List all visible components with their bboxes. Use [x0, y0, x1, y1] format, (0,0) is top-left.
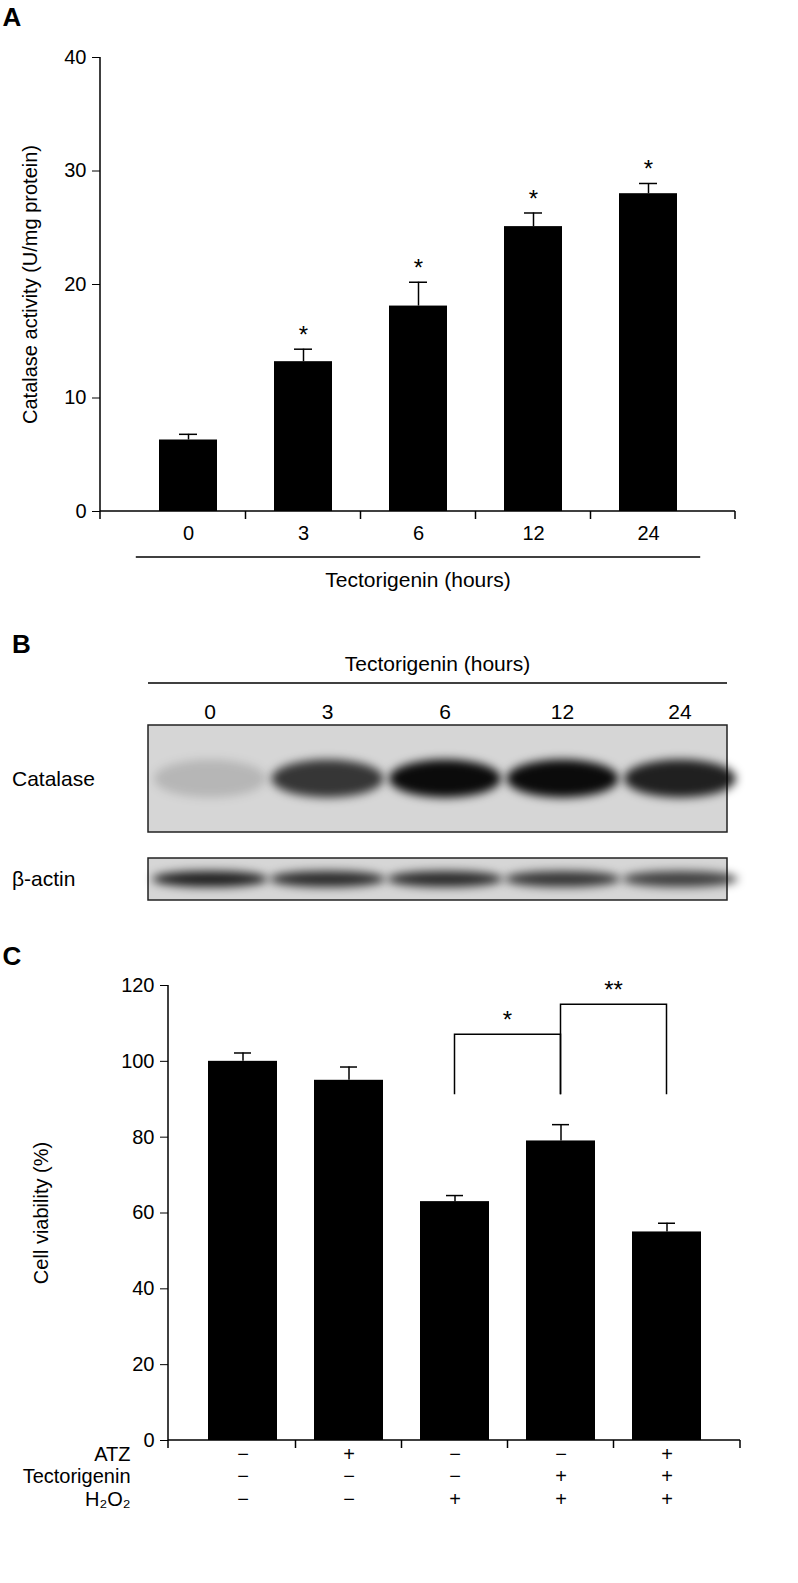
svg-text:10: 10 — [64, 386, 86, 408]
svg-text:C: C — [3, 941, 22, 971]
svg-text:H₂O₂: H₂O₂ — [85, 1488, 131, 1510]
svg-text:24: 24 — [637, 522, 659, 544]
svg-text:6: 6 — [439, 700, 451, 723]
svg-text:0: 0 — [143, 1429, 154, 1451]
svg-text:0: 0 — [183, 522, 194, 544]
svg-text:−: − — [237, 1443, 249, 1465]
svg-text:−: − — [343, 1465, 355, 1487]
svg-text:+: + — [661, 1443, 673, 1465]
svg-text:20: 20 — [64, 273, 86, 295]
svg-text:12: 12 — [522, 522, 544, 544]
svg-text:24: 24 — [668, 700, 692, 723]
svg-text:Tectorigenin (hours): Tectorigenin (hours) — [325, 568, 511, 591]
svg-text:*: * — [414, 254, 423, 281]
svg-text:−: − — [449, 1465, 461, 1487]
svg-text:Tectorigenin: Tectorigenin — [23, 1465, 131, 1487]
svg-text:−: − — [555, 1443, 567, 1465]
svg-text:0: 0 — [75, 500, 86, 522]
svg-text:30: 30 — [64, 159, 86, 181]
svg-text:6: 6 — [413, 522, 424, 544]
svg-text:−: − — [237, 1488, 249, 1510]
svg-text:B: B — [12, 629, 31, 659]
svg-text:Cell viability (%): Cell viability (%) — [30, 1142, 52, 1284]
svg-text:Catalase: Catalase — [12, 767, 95, 790]
svg-text:40: 40 — [132, 1277, 154, 1299]
svg-text:+: + — [449, 1488, 461, 1510]
svg-text:*: * — [299, 321, 308, 348]
svg-text:ATZ: ATZ — [94, 1443, 130, 1465]
svg-text:60: 60 — [132, 1201, 154, 1223]
svg-text:+: + — [661, 1465, 673, 1487]
svg-text:Catalase activity (U/mg protei: Catalase activity (U/mg protein) — [19, 145, 41, 424]
svg-text:100: 100 — [121, 1050, 154, 1072]
svg-text:Tectorigenin (hours): Tectorigenin (hours) — [345, 652, 531, 675]
svg-text:0: 0 — [204, 700, 216, 723]
svg-text:*: * — [644, 155, 653, 182]
svg-text:3: 3 — [298, 522, 309, 544]
svg-text:80: 80 — [132, 1126, 154, 1148]
svg-text:40: 40 — [64, 46, 86, 68]
svg-text:3: 3 — [322, 700, 334, 723]
svg-text:+: + — [555, 1488, 567, 1510]
svg-text:+: + — [555, 1465, 567, 1487]
svg-text:−: − — [237, 1465, 249, 1487]
svg-text:*: * — [503, 1006, 512, 1033]
svg-text:*: * — [529, 185, 538, 212]
svg-text:**: ** — [604, 976, 623, 1003]
svg-text:−: − — [449, 1443, 461, 1465]
svg-text:A: A — [3, 2, 22, 32]
svg-text:+: + — [343, 1443, 355, 1465]
svg-text:120: 120 — [121, 974, 154, 996]
svg-text:+: + — [661, 1488, 673, 1510]
svg-text:−: − — [343, 1488, 355, 1510]
svg-text:β-actin: β-actin — [12, 867, 75, 890]
svg-text:20: 20 — [132, 1353, 154, 1375]
svg-text:12: 12 — [551, 700, 574, 723]
